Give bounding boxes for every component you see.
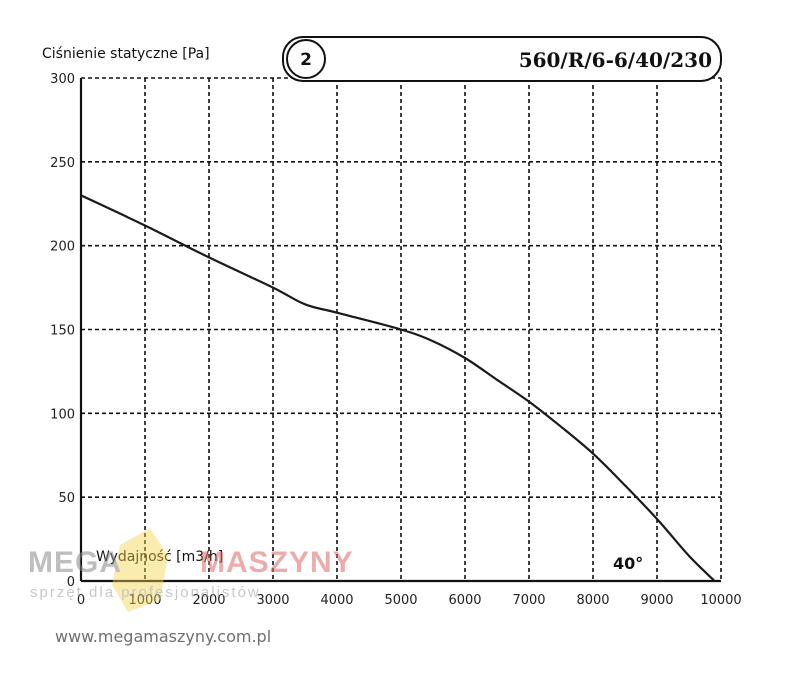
blade-angle-annotation: 40°: [613, 554, 643, 573]
pressure-curve-line: [80, 194, 716, 582]
y-tick-label: 0: [67, 575, 75, 590]
watermark-brand-right: MASZYNY: [200, 546, 354, 579]
curve-number: 2: [300, 50, 312, 70]
model-header-box: [282, 36, 722, 82]
watermark-logo: MEGA MASZYNY sprzęt dla profesjonalistów: [28, 528, 354, 612]
x-tick-label: 10000: [700, 593, 741, 608]
x-tick-label: 9000: [640, 593, 673, 608]
chart-axes: [79, 78, 721, 583]
x-tick-label: 3000: [256, 593, 289, 608]
x-tick-label: 2000: [192, 593, 225, 608]
y-tick-label: 50: [58, 491, 75, 506]
y-axis-label: Ciśnienie statyczne [Pa]: [42, 46, 210, 62]
x-tick-labels: 0 1000 2000 3000 4000 5000 6000 7000 8000 9000 100…: [77, 593, 742, 608]
x-axis-label: Wydajność [m3/h]: [96, 549, 223, 565]
website-url: www.megamaszyny.com.pl: [55, 627, 272, 646]
watermark-brand-left: MEGA: [28, 546, 122, 579]
model-designation: 560/R/6-6/40/230: [519, 48, 712, 72]
y-tick-label: 150: [50, 324, 75, 339]
x-tick-label: 5000: [384, 593, 417, 608]
y-tick-label: 100: [50, 407, 75, 422]
x-tick-label: 6000: [448, 593, 481, 608]
watermark-tagline: sprzęt dla profesjonalistów: [30, 584, 261, 601]
x-tick-label: 4000: [320, 593, 353, 608]
y-tick-labels: 0 50 100 150 200 250 300: [50, 72, 75, 590]
y-tick-label: 200: [50, 240, 75, 255]
x-tick-label: 8000: [576, 593, 609, 608]
x-tick-label: 7000: [512, 593, 545, 608]
y-tick-label: 300: [50, 72, 75, 87]
curve-number-circle: [286, 39, 326, 79]
x-tick-label: 0: [77, 593, 85, 608]
y-tick-label: 250: [50, 156, 75, 171]
x-tick-label: 1000: [128, 593, 161, 608]
watermark-shape: [112, 528, 168, 612]
